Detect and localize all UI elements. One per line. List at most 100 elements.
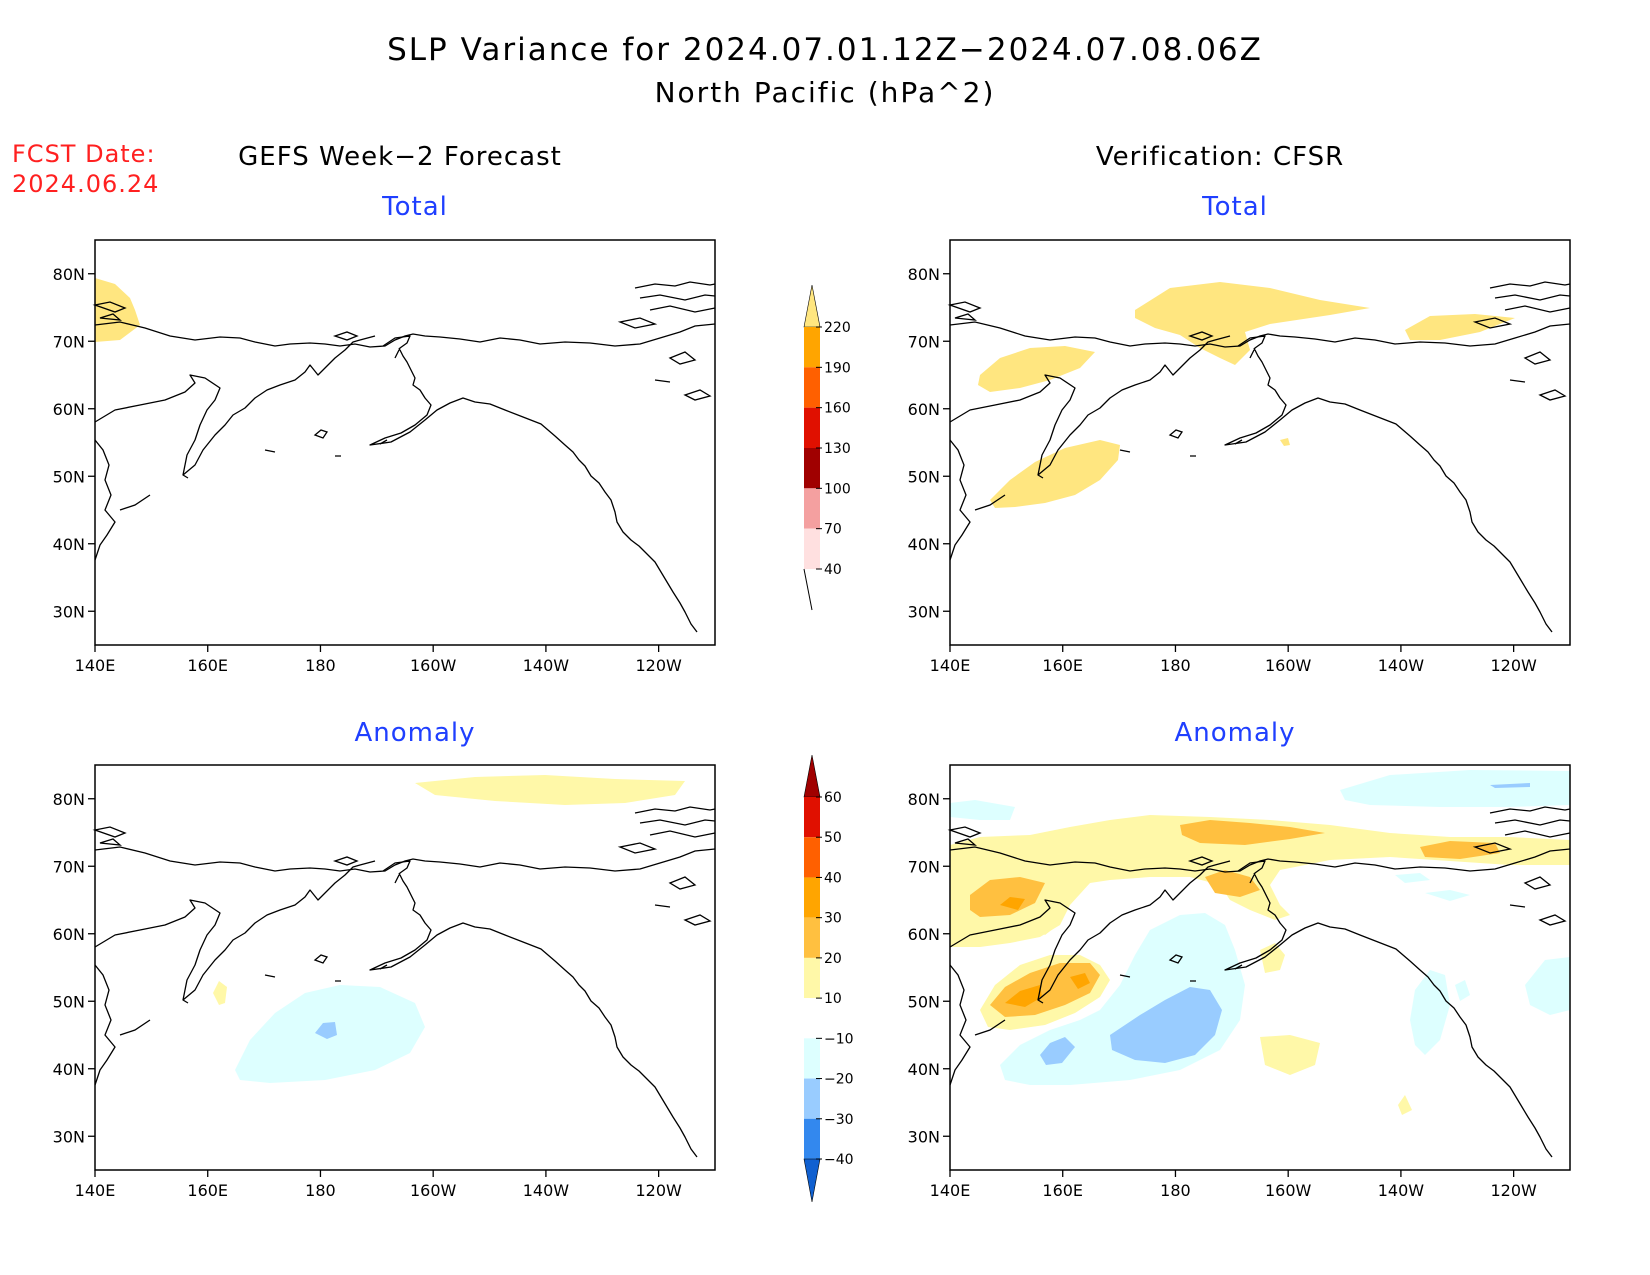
colorbar-anomaly-bin xyxy=(804,1038,820,1079)
lon-tick-label-verif-anomaly: 160E xyxy=(1042,1181,1083,1200)
colorbar-anomaly-tick-label: 40 xyxy=(824,870,842,886)
map-panel-fcst-total xyxy=(94,239,716,646)
lon-tick-label-fcst-anomaly: 140E xyxy=(75,1181,116,1200)
colorbar-total: 220 190 160 130 100 70 40 xyxy=(803,284,851,611)
fcst-total-contour-40-70 xyxy=(95,278,140,342)
lat-tick-label-fcst-total: 80N xyxy=(53,265,85,284)
colorbar-anomaly-tick-label: −10 xyxy=(824,1031,854,1047)
lon-tick-label-fcst-anomaly: 160W xyxy=(410,1181,457,1200)
lon-tick-label-fcst-total: 140W xyxy=(523,656,570,675)
lat-tick-label-fcst-anomaly: 50N xyxy=(53,992,85,1011)
colorbar-total-tick-label: 190 xyxy=(824,360,851,376)
fcst-date-value: 2024.06.24 xyxy=(12,170,160,198)
colorbar-anomaly-bin xyxy=(804,1118,820,1159)
main-subtitle: North Pacific (hPa^2) xyxy=(654,76,996,109)
panel-title-verif-total: Total xyxy=(1202,192,1268,222)
lat-tick-label-verif-anomaly: 50N xyxy=(908,992,940,1011)
colorbar-anomaly-bin xyxy=(804,797,820,838)
colorbar-anomaly-bin xyxy=(804,957,820,999)
lat-tick-label-fcst-anomaly: 40N xyxy=(53,1060,85,1079)
lon-tick-label-verif-total: 180 xyxy=(1160,656,1191,675)
fcst-anomaly-contour-neg-20-30 xyxy=(315,1022,337,1039)
colorbar-total-bin xyxy=(804,407,820,448)
map-panel-fcst-anomaly xyxy=(94,764,716,1171)
lat-tick-label-verif-anomaly: 60N xyxy=(908,925,940,944)
fcst-date-label: FCST Date: xyxy=(12,140,156,168)
colorbar-total-tick-label: 100 xyxy=(824,481,851,497)
lat-tick-label-verif-anomaly: 70N xyxy=(908,857,940,876)
panel-title-fcst-total: Total xyxy=(382,192,448,222)
lat-tick-label-fcst-total: 40N xyxy=(53,535,85,554)
lon-tick-label-verif-total: 140W xyxy=(1378,656,1425,675)
colorbar-total-bin xyxy=(804,448,820,489)
colorbar-anomaly-top-arrow xyxy=(803,754,821,798)
colorbar-anomaly: 60 50 40 30 20 10 −10 −20 −30 −40 xyxy=(803,754,854,1203)
lon-tick-label-verif-total: 160W xyxy=(1265,656,1312,675)
colorbar-total-tick-label: 160 xyxy=(824,401,851,417)
main-title: SLP Variance for 2024.07.01.12Z−2024.07.… xyxy=(387,32,1263,68)
lat-tick-label-verif-total: 80N xyxy=(908,265,940,284)
lat-tick-label-verif-total: 50N xyxy=(908,467,940,486)
colorbar-anomaly-bin xyxy=(804,917,820,958)
colorbar-anomaly-bin xyxy=(804,877,820,918)
colorbar-total-tick-label: 220 xyxy=(824,320,851,336)
lon-tick-label-verif-total: 120W xyxy=(1490,656,1537,675)
colorbar-total-tick-label: 70 xyxy=(824,522,842,538)
colorbar-anomaly-bin xyxy=(804,1078,820,1119)
colorbar-anomaly-tick-label: 60 xyxy=(824,790,842,806)
lat-tick-label-fcst-total: 50N xyxy=(53,467,85,486)
colorbar-anomaly-tick-label: −40 xyxy=(824,1152,854,1168)
right-column-title: Verification: CFSR xyxy=(1095,142,1345,172)
lat-tick-label-verif-anomaly: 80N xyxy=(908,790,940,809)
lat-tick-label-fcst-total: 70N xyxy=(53,332,85,351)
lat-tick-label-fcst-total: 60N xyxy=(53,400,85,419)
lat-tick-label-verif-anomaly: 30N xyxy=(908,1127,940,1146)
lon-tick-label-fcst-anomaly: 120W xyxy=(635,1181,682,1200)
colorbar-anomaly-bottom-arrow xyxy=(803,1158,821,1203)
lat-tick-label-fcst-anomaly: 30N xyxy=(53,1127,85,1146)
colorbar-total-bin xyxy=(804,488,820,529)
lat-tick-label-verif-total: 60N xyxy=(908,400,940,419)
left-column-title: GEFS Week−2 Forecast xyxy=(238,142,562,172)
lat-tick-label-fcst-anomaly: 70N xyxy=(53,857,85,876)
lon-tick-label-fcst-anomaly: 160E xyxy=(187,1181,228,1200)
lon-tick-label-verif-total: 160E xyxy=(1042,656,1083,675)
lat-tick-label-verif-total: 40N xyxy=(908,535,940,554)
lat-tick-label-fcst-anomaly: 60N xyxy=(53,925,85,944)
colorbar-total-bin xyxy=(804,528,820,569)
panel-title-verif-anomaly: Anomaly xyxy=(1174,718,1296,748)
colorbar-anomaly-tick-label: −20 xyxy=(824,1072,854,1088)
panel-title-fcst-anomaly: Anomaly xyxy=(354,718,476,748)
lon-tick-label-fcst-total: 160E xyxy=(187,656,228,675)
lat-tick-label-verif-anomaly: 40N xyxy=(908,1060,940,1079)
lat-tick-label-fcst-total: 30N xyxy=(53,602,85,621)
colorbar-total-tick-label: 130 xyxy=(824,441,851,457)
lon-tick-label-fcst-anomaly: 140W xyxy=(523,1181,570,1200)
lat-tick-label-fcst-anomaly: 80N xyxy=(53,790,85,809)
lat-tick-label-verif-total: 70N xyxy=(908,332,940,351)
lon-tick-label-fcst-anomaly: 180 xyxy=(305,1181,336,1200)
colorbar-anomaly-tick-label: 10 xyxy=(824,991,842,1007)
lon-tick-label-fcst-total: 160W xyxy=(410,656,457,675)
map-panel-verif-anomaly xyxy=(949,764,1571,1171)
lon-tick-label-fcst-total: 120W xyxy=(635,656,682,675)
fcst-anomaly-contour-pos-10-20 xyxy=(415,775,685,805)
colorbar-total-top-arrow xyxy=(803,284,821,328)
colorbar-total-bin xyxy=(804,367,820,408)
colorbar-total-tick-label: 40 xyxy=(824,562,842,578)
lon-tick-label-fcst-total: 180 xyxy=(305,656,336,675)
lon-tick-label-verif-anomaly: 160W xyxy=(1265,1181,1312,1200)
map-panel-verif-total xyxy=(949,239,1571,646)
fcst-anomaly-contour-pos-10-20-small xyxy=(213,981,227,1005)
lon-tick-label-verif-anomaly: 140E xyxy=(930,1181,971,1200)
verif-total-contours xyxy=(978,282,1515,508)
lon-tick-label-verif-total: 140E xyxy=(930,656,971,675)
lon-tick-label-verif-anomaly: 140W xyxy=(1378,1181,1425,1200)
colorbar-anomaly-tick-label: 20 xyxy=(824,951,842,967)
lon-tick-label-verif-anomaly: 120W xyxy=(1490,1181,1537,1200)
colorbar-total-bin xyxy=(804,327,820,368)
verif-anomaly-pos-contours xyxy=(950,815,1570,1115)
lon-tick-label-verif-anomaly: 180 xyxy=(1160,1181,1191,1200)
colorbar-anomaly-tick-label: 50 xyxy=(824,830,842,846)
